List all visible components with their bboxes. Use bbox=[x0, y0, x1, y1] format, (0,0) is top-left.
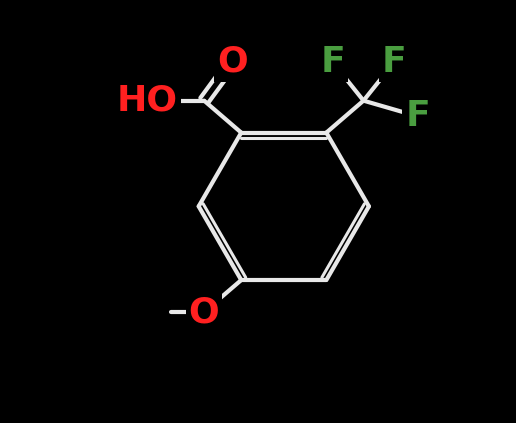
Text: F: F bbox=[320, 45, 345, 79]
Text: F: F bbox=[382, 45, 407, 79]
Text: O: O bbox=[189, 295, 219, 329]
Text: O: O bbox=[217, 45, 248, 79]
Text: F: F bbox=[405, 99, 430, 133]
Text: HO: HO bbox=[117, 84, 178, 118]
